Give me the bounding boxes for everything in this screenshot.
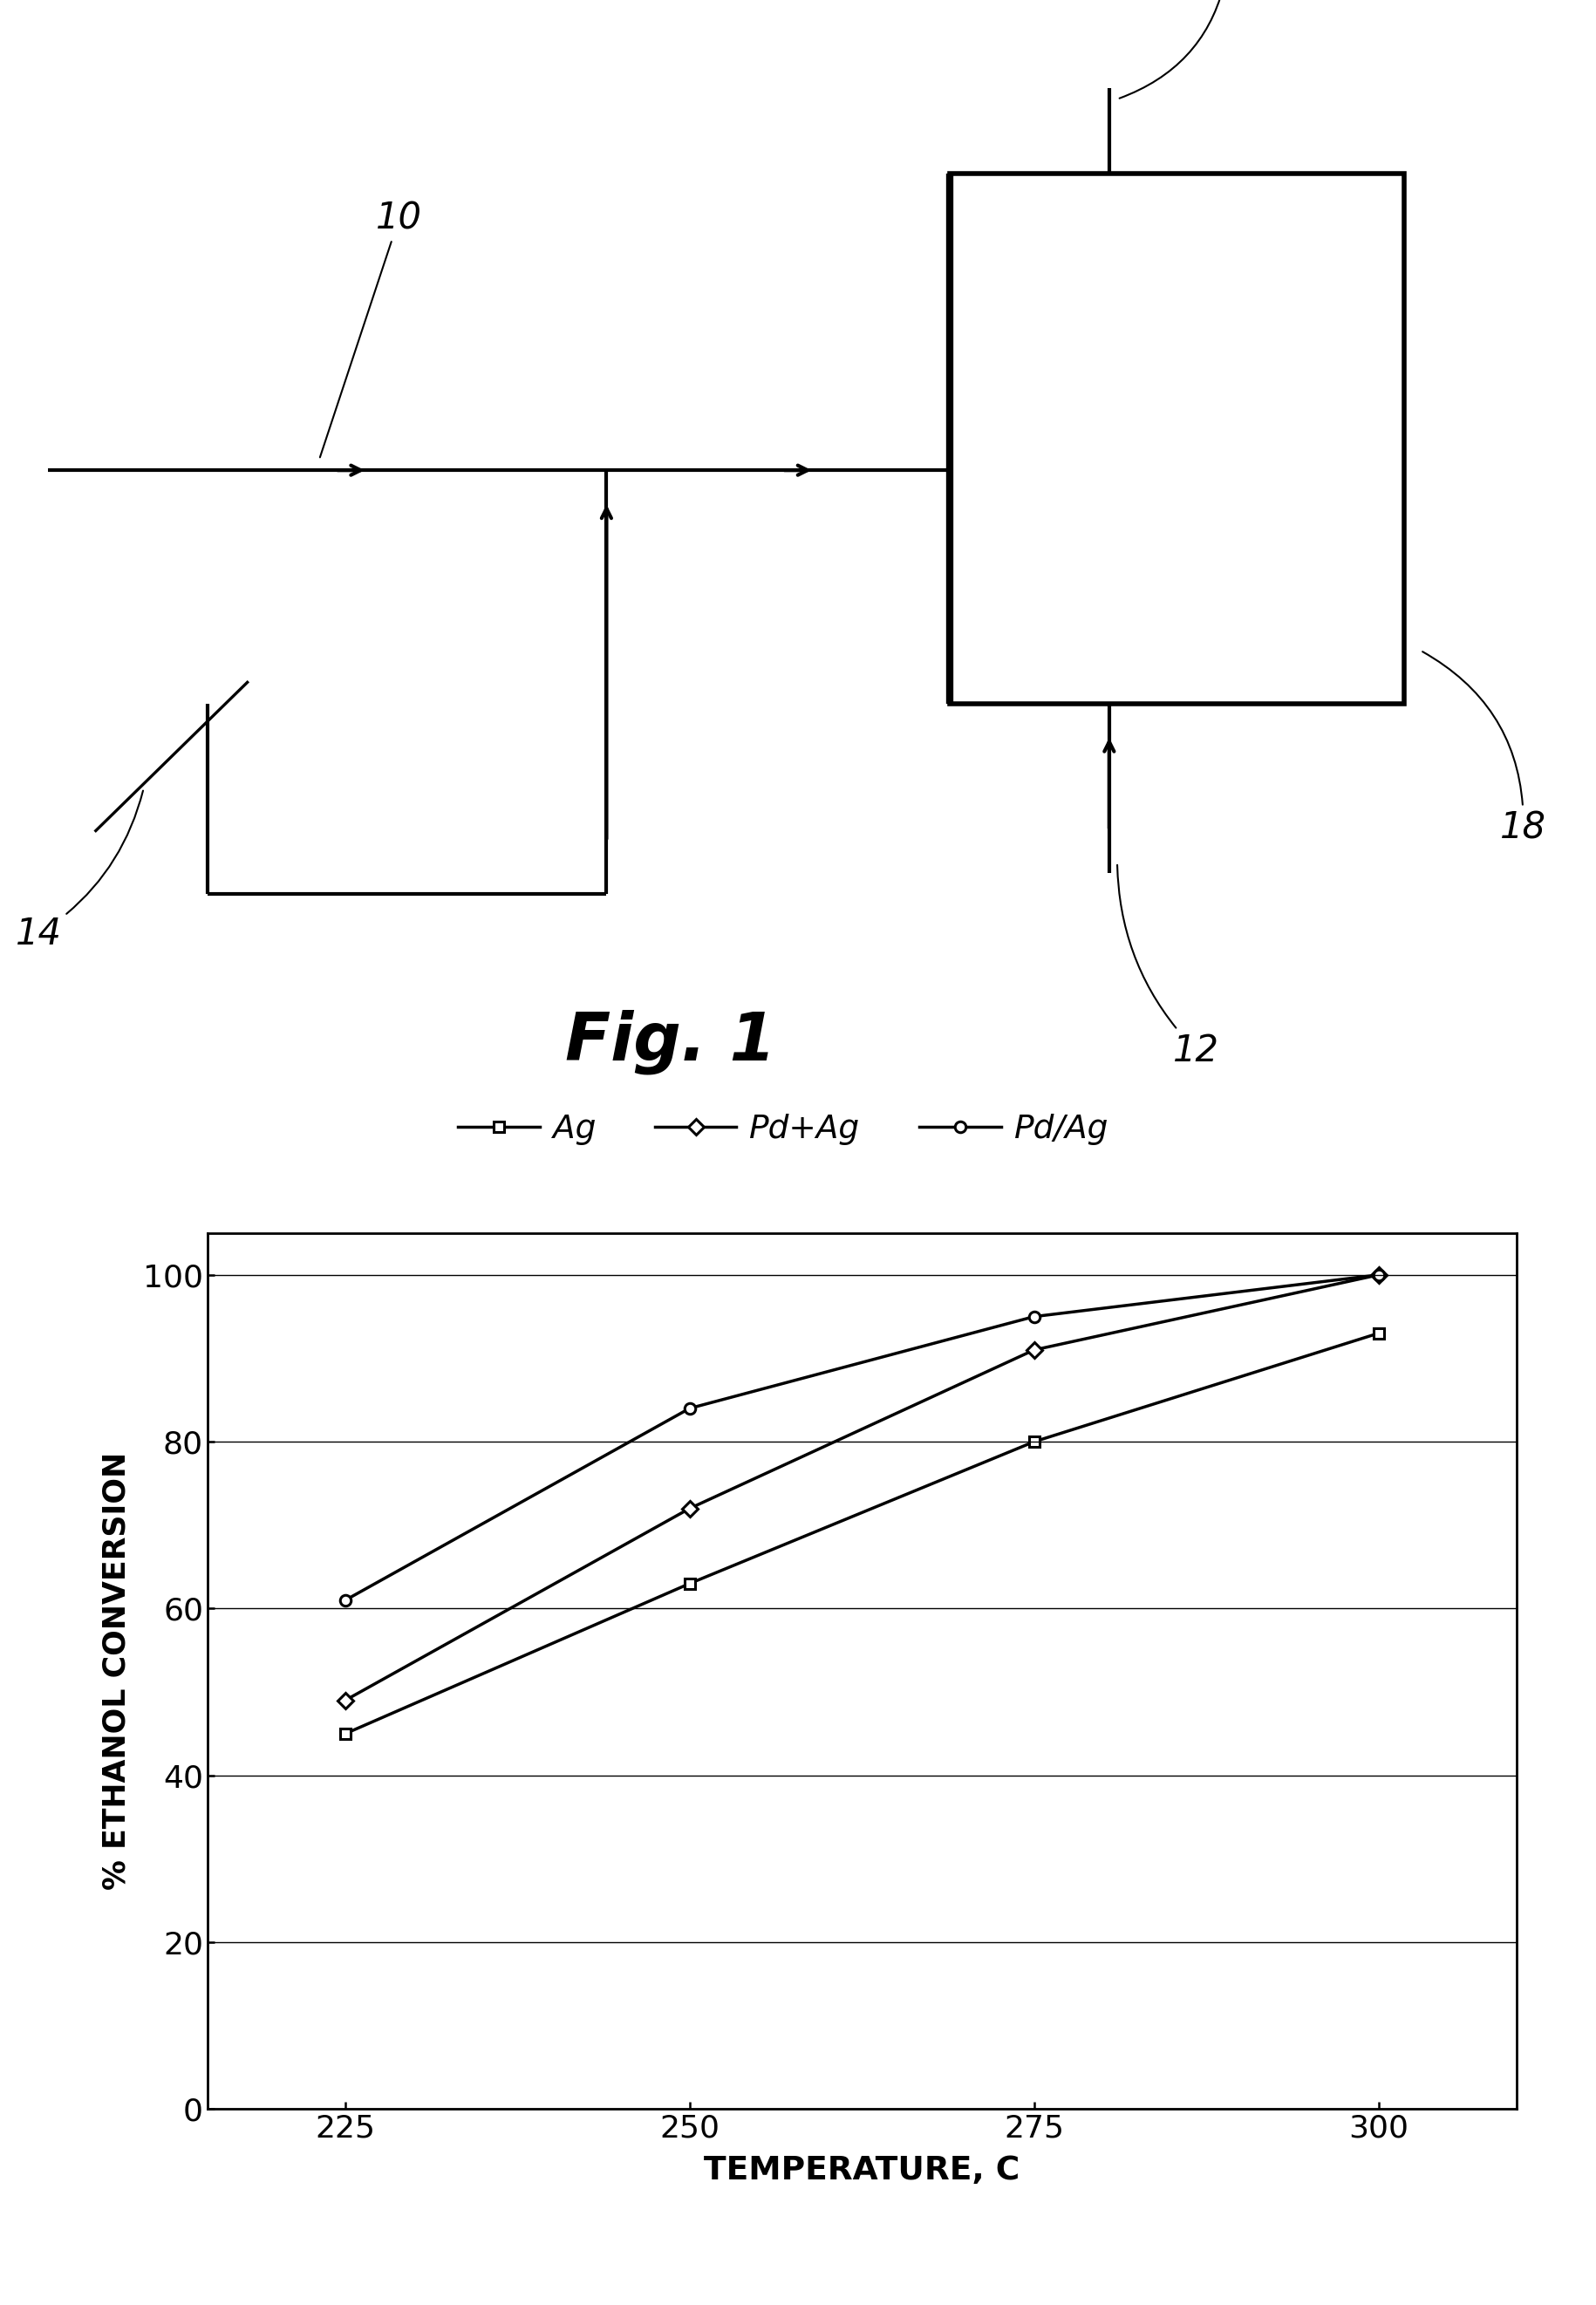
- Text: 18: 18: [1422, 652, 1547, 846]
- Text: 16: 16: [1119, 0, 1251, 99]
- Text: 14: 14: [16, 791, 144, 952]
- Bar: [950, 173, 1404, 703]
- X-axis label: TEMPERATURE, C: TEMPERATURE, C: [704, 2155, 1020, 2187]
- Text: Fig. 1: Fig. 1: [565, 1010, 776, 1074]
- Y-axis label: % ETHANOL CONVERSION: % ETHANOL CONVERSION: [101, 1452, 131, 1890]
- Text: 10: 10: [319, 201, 421, 456]
- Legend: Ag, Pd+Ag, Pd/Ag: Ag, Pd+Ag, Pd/Ag: [445, 1099, 1122, 1157]
- Text: 12: 12: [1117, 864, 1219, 1070]
